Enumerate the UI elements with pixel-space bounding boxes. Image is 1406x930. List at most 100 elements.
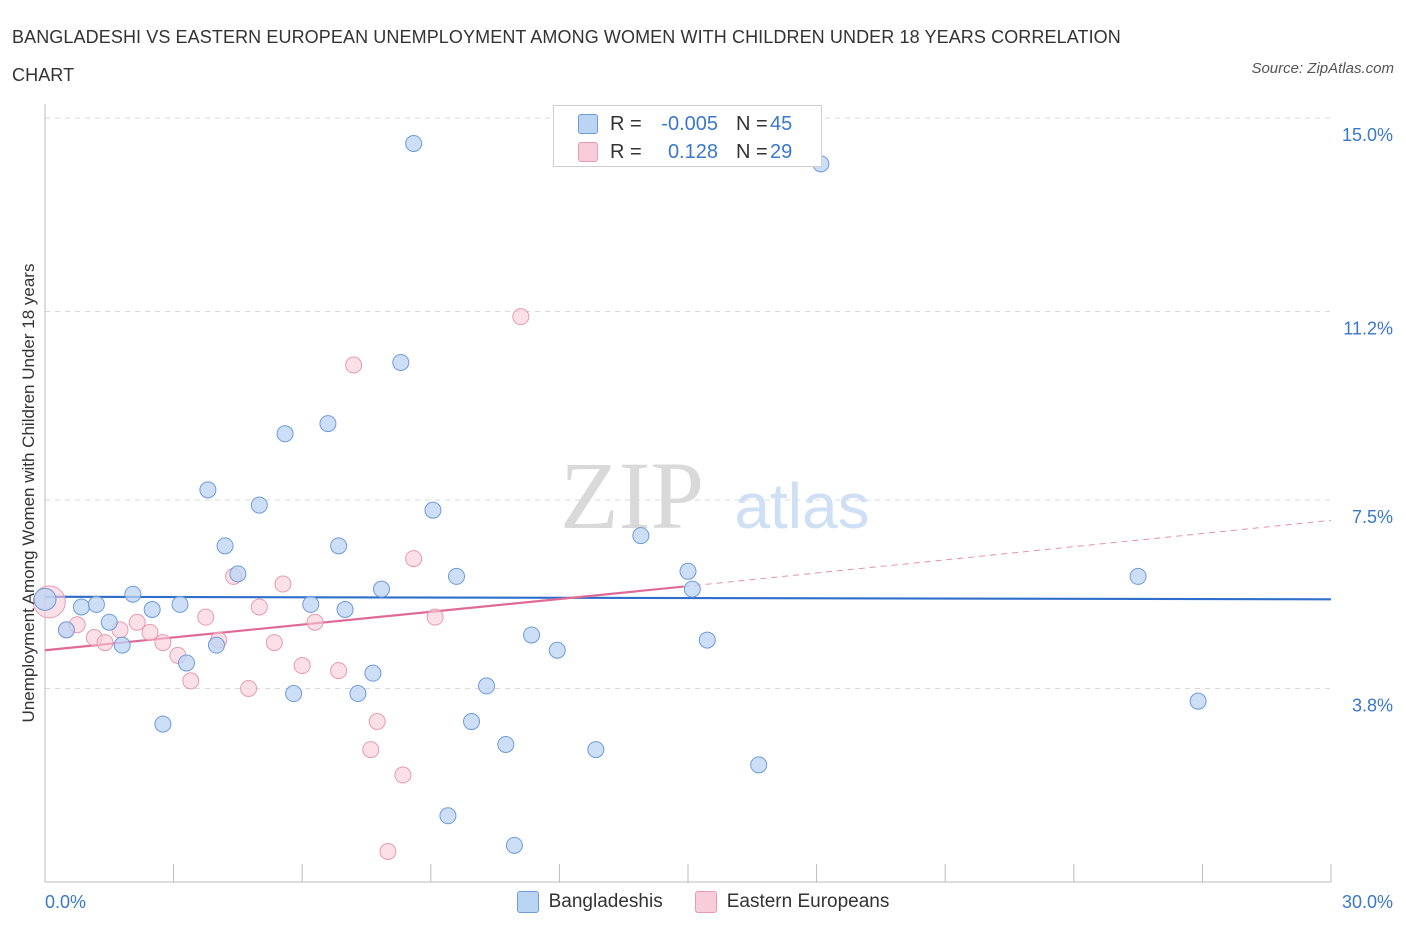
legend-r-label: R = [610, 140, 642, 163]
trend-extension-eastern-europeans [683, 519, 1332, 588]
correlation-legend: R = -0.005 N = 45 R = 0.128 N = 29 [553, 105, 822, 167]
watermark-zip: ZIP [560, 442, 704, 549]
point-bangladeshis [392, 353, 410, 371]
chart-source: Source: ZipAtlas.com [1251, 60, 1394, 77]
point-bangladeshis [285, 685, 303, 703]
point-eastern-europeans [128, 613, 146, 631]
legend-r-value: 0.128 [667, 140, 718, 163]
legend-row-eastern-europeans: R = 0.128 N = 29 [578, 140, 792, 164]
point-bangladeshis [505, 836, 523, 854]
series-legend: Bangladeshis Eastern Europeans [0, 888, 1406, 916]
legend-row-bangladeshis: R = -0.005 N = 45 [578, 112, 792, 136]
point-eastern-europeans [240, 679, 258, 697]
legend-label-eastern-europeans: Eastern Europeans [726, 891, 890, 912]
point-bangladeshis [33, 587, 57, 611]
grid-layer [45, 117, 1331, 689]
point-eastern-europeans [330, 662, 348, 680]
point-bangladeshis [171, 595, 189, 613]
trend-line-bangladeshis [44, 595, 1332, 601]
legend-swatch-blue [516, 891, 539, 913]
point-bangladeshis [478, 677, 496, 695]
point-eastern-europeans [405, 550, 423, 568]
y-axis-title: Unemployment Among Women with Children U… [19, 264, 38, 723]
point-eastern-europeans [250, 598, 268, 616]
y-tick-label: 15.0% [1342, 125, 1393, 145]
point-bangladeshis [750, 756, 768, 774]
y-tick-label: 7.5% [1352, 507, 1393, 527]
point-bangladeshis [373, 580, 391, 598]
legend-r-value: -0.005 [661, 112, 718, 135]
point-bangladeshis [424, 501, 442, 519]
x-tick-label: 30.0% [1342, 892, 1393, 912]
point-bangladeshis [154, 715, 172, 733]
point-bangladeshis [683, 580, 701, 598]
point-eastern-europeans [379, 842, 397, 860]
point-bangladeshis [143, 601, 161, 619]
point-eastern-europeans [394, 766, 412, 784]
points-layer [32, 134, 1207, 860]
point-bangladeshis [319, 415, 337, 433]
legend-swatch-pink [578, 142, 598, 162]
legend-r-label: R = [610, 112, 642, 135]
point-bangladeshis [364, 664, 382, 682]
point-eastern-europeans [141, 623, 159, 641]
point-bangladeshis [229, 565, 247, 583]
x-tick-label: 0.0% [45, 892, 86, 912]
point-eastern-europeans [512, 308, 530, 326]
point-bangladeshis [177, 654, 195, 672]
point-bangladeshis [405, 134, 423, 152]
legend-swatch-pink [694, 891, 717, 913]
point-eastern-europeans [182, 672, 200, 690]
point-bangladeshis [497, 735, 515, 753]
point-bangladeshis [199, 481, 217, 499]
y-tick-label: 3.8% [1352, 695, 1393, 715]
point-eastern-europeans [362, 741, 380, 759]
point-bangladeshis [250, 496, 268, 514]
legend-n-label: N = [736, 140, 768, 163]
point-eastern-europeans [345, 356, 363, 374]
label-layer: 3.8% 7.5% 11.2% 15.0% 0.0% 30.0% Unemployment … [19, 125, 1393, 912]
point-eastern-europeans [293, 657, 311, 675]
point-bangladeshis [100, 613, 118, 631]
point-bangladeshis [349, 685, 367, 703]
point-bangladeshis [698, 631, 716, 649]
point-eastern-europeans [306, 613, 324, 631]
point-eastern-europeans [265, 634, 283, 652]
point-bangladeshis [523, 626, 541, 644]
point-bangladeshis [216, 537, 234, 555]
legend-item-eastern-europeans: Eastern Europeans [694, 891, 890, 913]
point-bangladeshis [439, 807, 457, 825]
point-bangladeshis [113, 636, 131, 654]
legend-n-label: N = [736, 112, 768, 135]
point-bangladeshis [72, 598, 90, 616]
point-bangladeshis [302, 595, 320, 613]
legend-item-bangladeshis: Bangladeshis [516, 891, 663, 913]
point-eastern-europeans [197, 608, 215, 626]
watermark-atlas: atlas [734, 470, 869, 542]
point-bangladeshis [87, 595, 105, 613]
point-bangladeshis [330, 537, 348, 555]
point-eastern-europeans [426, 608, 444, 626]
legend-n-value: 45 [770, 112, 793, 135]
point-bangladeshis [1129, 567, 1147, 585]
point-bangladeshis [276, 425, 294, 443]
point-bangladeshis [548, 641, 566, 659]
point-eastern-europeans [96, 634, 114, 652]
legend-label-bangladeshis: Bangladeshis [548, 891, 663, 912]
point-eastern-europeans [154, 634, 172, 652]
point-bangladeshis [463, 713, 481, 731]
point-bangladeshis [207, 636, 225, 654]
point-bangladeshis [336, 601, 354, 619]
legend-n-value: 29 [770, 140, 793, 163]
y-tick-label: 11.2% [1343, 319, 1393, 339]
legend-swatch-blue [578, 114, 598, 134]
point-bangladeshis [448, 567, 466, 585]
point-eastern-europeans [274, 575, 292, 593]
point-bangladeshis [632, 527, 650, 545]
point-bangladeshis [587, 741, 605, 759]
axis-layer [44, 104, 1332, 883]
point-bangladeshis [124, 585, 142, 603]
watermark: ZIP atlas [560, 442, 870, 549]
point-bangladeshis [1189, 692, 1207, 710]
